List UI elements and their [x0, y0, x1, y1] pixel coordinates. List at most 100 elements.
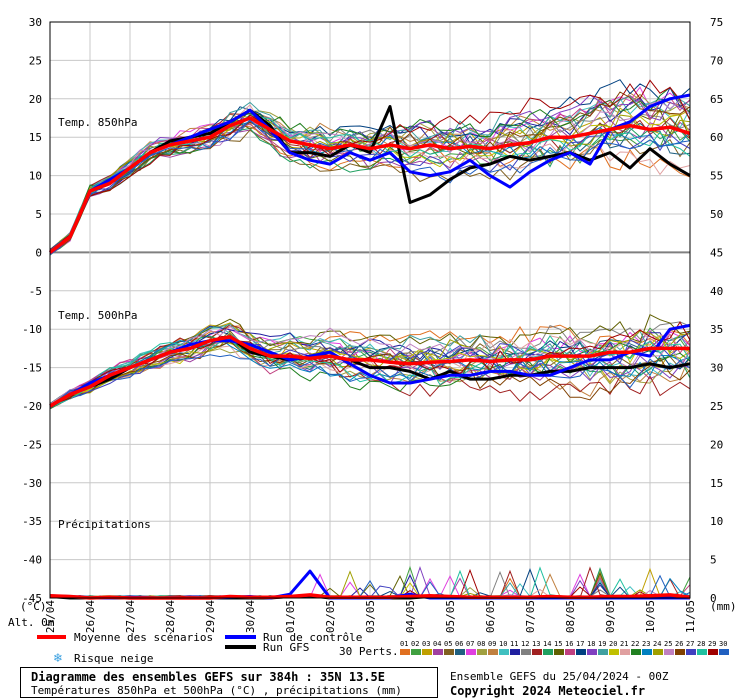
pert-swatch: [631, 649, 641, 655]
pert-swatch: [697, 649, 707, 655]
snowflake-icon: ❄: [53, 651, 63, 665]
member-line: [49, 321, 691, 409]
y-tick-label-right: 45: [710, 246, 723, 259]
pert-number: 19: [598, 640, 606, 648]
altitude-label: Alt. 0m: [8, 616, 55, 629]
y-tick-label-right: 10: [710, 515, 723, 528]
y-tick-label-right: 5: [710, 554, 717, 567]
pert-swatch: [477, 649, 487, 655]
pert-swatch: [609, 649, 619, 655]
pert-number: 26: [675, 640, 683, 648]
pert-number: 20: [609, 640, 617, 648]
copyright: Copyright 2024 Meteociel.fr: [450, 684, 646, 698]
y-tick-label-left: 10: [29, 170, 42, 183]
pert-swatch: [521, 649, 531, 655]
legend-snow-label: Risque neige: [74, 652, 153, 665]
x-tick-label: 08/05: [564, 600, 577, 633]
pert-swatch: [576, 649, 586, 655]
legend-mean-label: Moyenne des scénarios: [74, 631, 213, 644]
y-tick-label-left: -25: [22, 438, 42, 451]
pert-swatch: [455, 649, 465, 655]
pert-number: 06: [455, 640, 463, 648]
y-tick-label-left: -35: [22, 515, 42, 528]
axis-ticks: 302520151050-5-10-15-20-25-30-35-40-4575…: [22, 16, 723, 633]
pert-number: 11: [510, 640, 518, 648]
x-tick-label: 29/04: [204, 600, 217, 633]
x-tick-label: 02/05: [324, 600, 337, 633]
pert-swatch: [543, 649, 553, 655]
x-tick-label: 07/05: [524, 600, 537, 633]
y-tick-label-right: 60: [710, 131, 723, 144]
pert-swatch: [466, 649, 476, 655]
pert-number: 30: [719, 640, 727, 648]
pert-number: 02: [411, 640, 419, 648]
pert-swatch: [675, 649, 685, 655]
legend-gfs-label: Run GFS: [263, 641, 309, 654]
y-tick-label-left: 5: [35, 208, 42, 221]
y-tick-label-right: 40: [710, 285, 723, 298]
member-line: [49, 354, 691, 409]
pert-number: 28: [697, 640, 705, 648]
title-box: Diagramme des ensembles GEFS sur 384h : …: [20, 667, 438, 698]
x-tick-label: 11/05: [684, 600, 697, 633]
y-tick-label-right: 75: [710, 16, 723, 29]
y-tick-label-right: 65: [710, 93, 723, 106]
x-tick-label: 28/04: [164, 600, 177, 633]
member-line: [49, 91, 691, 255]
right-unit-label: (mm): [710, 600, 737, 613]
pert-number: 17: [576, 640, 584, 648]
pert-swatch: [411, 649, 421, 655]
pert-number: 03: [422, 640, 430, 648]
y-tick-label-left: 0: [35, 246, 42, 259]
pert-number: 04: [433, 640, 441, 648]
y-tick-label-left: 25: [29, 54, 42, 67]
x-tick-label: 01/05: [284, 600, 297, 633]
pert-swatch: [499, 649, 509, 655]
legend-perts-label: 30 Perts.: [339, 645, 399, 658]
pert-number: 15: [554, 640, 562, 648]
pert-number: 05: [444, 640, 452, 648]
pert-swatch: [708, 649, 718, 655]
x-tick-label: 03/05: [364, 600, 377, 633]
panel-label-850: Temp. 850hPa: [58, 116, 137, 129]
pert-swatch: [510, 649, 520, 655]
y-tick-label-right: 30: [710, 362, 723, 375]
pert-number: 12: [521, 640, 529, 648]
pert-number: 10: [499, 640, 507, 648]
pert-swatch: [400, 649, 410, 655]
pert-number: 25: [664, 640, 672, 648]
x-tick-label: 05/05: [444, 600, 457, 633]
pert-swatch: [642, 649, 652, 655]
mean-line: [48, 116, 691, 254]
x-tick-label: 26/04: [84, 600, 97, 633]
y-tick-label-right: 70: [710, 54, 723, 67]
member-line: [49, 335, 691, 409]
x-tick-label: 04/05: [404, 600, 417, 633]
pert-number: 13: [532, 640, 540, 648]
y-tick-label-right: 35: [710, 323, 723, 336]
y-tick-label-right: 55: [710, 170, 723, 183]
member-line: [49, 340, 691, 406]
pert-swatch: [664, 649, 674, 655]
pert-number: 21: [620, 640, 628, 648]
pert-number: 27: [686, 640, 694, 648]
pert-swatch: [653, 649, 663, 655]
pert-number: 07: [466, 640, 474, 648]
left-unit-label: (°C): [20, 600, 47, 613]
y-tick-label-left: -5: [29, 285, 42, 298]
chart-subtitle: Températures 850hPa et 500hPa (°C) , pré…: [31, 684, 402, 697]
pert-number: 14: [543, 640, 551, 648]
pert-swatch: [719, 649, 729, 655]
x-tick-label: 10/05: [644, 600, 657, 633]
y-tick-label-right: 0: [710, 592, 717, 605]
pert-number: 09: [488, 640, 496, 648]
y-tick-label-right: 20: [710, 438, 723, 451]
pert-number: 24: [653, 640, 661, 648]
pert-swatch: [565, 649, 575, 655]
y-tick-label-left: -45: [22, 592, 42, 605]
ensemble-run-info: Ensemble GEFS du 25/04/2024 - 00Z: [450, 670, 669, 683]
chart-title: Diagramme des ensembles GEFS sur 384h : …: [31, 670, 386, 684]
y-tick-label-right: 25: [710, 400, 723, 413]
pert-swatch: [444, 649, 454, 655]
pert-swatch: [554, 649, 564, 655]
